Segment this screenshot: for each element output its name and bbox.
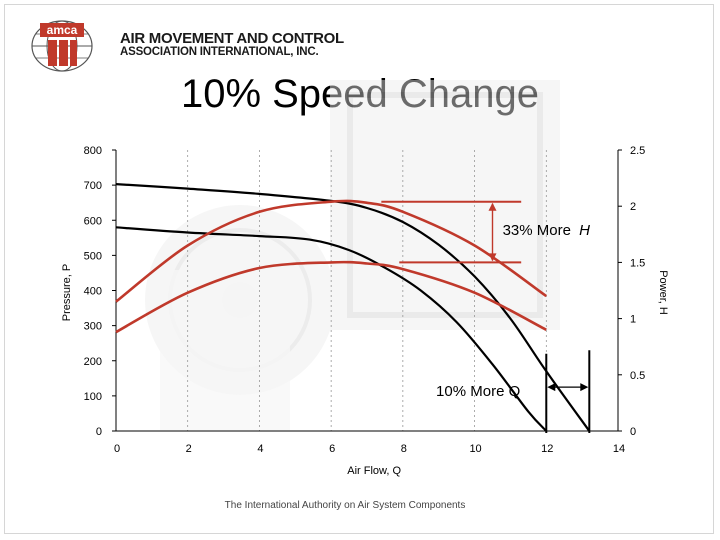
- org-name-line1: AIR MOVEMENT AND CONTROL: [120, 30, 344, 47]
- pressure-curve-full-speed: [115, 183, 591, 432]
- y-left-tick-label: 400: [84, 286, 102, 298]
- power-delta-arrowhead-down: [488, 253, 497, 262]
- org-name-line2: ASSOCIATION INTERNATIONAL, INC.: [120, 46, 319, 58]
- x-tick-label: 12: [541, 443, 553, 455]
- y-right-tick-label: 2.5: [630, 145, 645, 157]
- annotation-33-label: 33% More: [503, 222, 571, 239]
- y-left-tick-label: 700: [84, 180, 102, 192]
- x-tick-label: 2: [186, 443, 192, 455]
- y-left-tick-label: 200: [84, 356, 102, 368]
- x-tick-label: 6: [329, 443, 335, 455]
- y-axis-right-label: Power, H: [657, 270, 669, 315]
- x-tick-label: 4: [257, 443, 263, 455]
- x-tick-label: 14: [613, 443, 625, 455]
- y-right-tick-label: 0: [630, 426, 636, 438]
- flow-delta-arrowhead-right: [580, 383, 589, 392]
- power-curve-full-speed: [115, 199, 548, 303]
- slide-title: 10% Speed Change: [180, 72, 539, 116]
- y-right-tick-label: 1: [630, 314, 636, 326]
- x-axis-label: Air Flow, Q: [347, 465, 401, 477]
- background-fan-image: [145, 80, 560, 430]
- y-right-tick-label: 1.5: [630, 257, 645, 269]
- y-left-tick-label: 0: [96, 426, 102, 438]
- x-tick-label: 0: [114, 443, 120, 455]
- flow-delta-arrowhead-left: [547, 383, 556, 392]
- annotation-33-symbol: H: [579, 222, 590, 239]
- y-axis-left-label: Pressure, P: [61, 264, 73, 321]
- logo-text: amca: [47, 23, 78, 37]
- pressure-curve-reduced-speed: [115, 226, 548, 432]
- slide-border: [4, 4, 714, 534]
- x-tick-label: 10: [469, 443, 481, 455]
- plot-gridlines: [187, 150, 547, 431]
- power-delta-arrowhead-up: [488, 202, 497, 211]
- x-tick-label: 8: [401, 443, 407, 455]
- y-left-tick-label: 500: [84, 250, 102, 262]
- plot-series: [115, 183, 591, 432]
- y-right-tick-label: 0.5: [630, 370, 645, 382]
- annotation-33-more-h: 33% More H: [503, 222, 591, 239]
- amca-logo: amca: [31, 20, 93, 72]
- axis-labels: Air Flow, Q Pressure, P Power, H: [61, 264, 669, 477]
- plot-axes: 0 2 4 6 8 10 12 14010020030040050060070080000.5…: [84, 145, 646, 455]
- power-curve-reduced-speed: [115, 260, 547, 334]
- y-left-tick-label: 600: [84, 215, 102, 227]
- y-left-tick-label: 800: [84, 145, 102, 157]
- plot-annotations: 33% More H 10% More Q: [381, 200, 591, 433]
- annotation-10-more-q: 10% More Q: [436, 383, 520, 400]
- y-left-tick-label: 100: [84, 391, 102, 403]
- y-left-tick-label: 300: [84, 321, 102, 333]
- slide-footer: The International Authority on Air Syste…: [224, 500, 466, 511]
- y-right-tick-label: 2: [630, 201, 636, 213]
